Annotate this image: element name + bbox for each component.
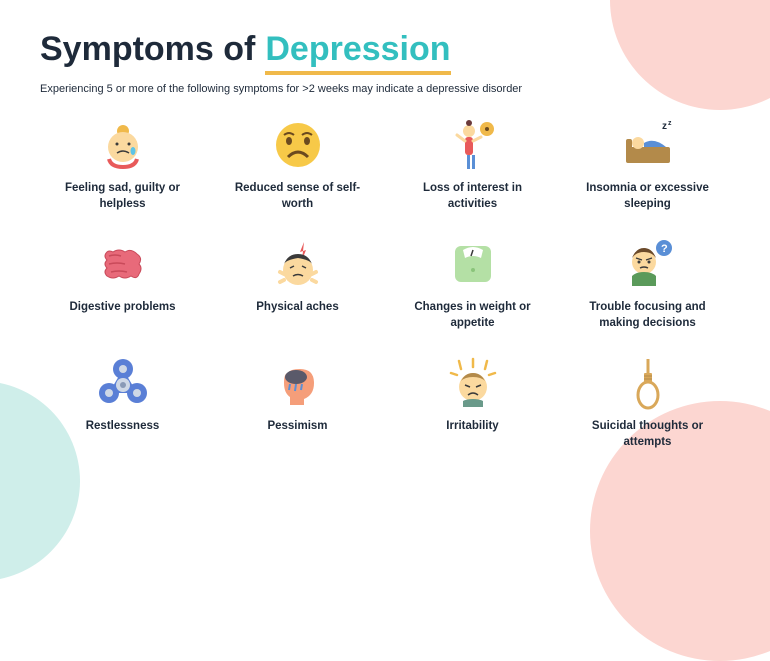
symptom-aches: Physical aches <box>215 236 380 331</box>
symptom-label: Reduced sense of self-worth <box>223 181 373 212</box>
svg-text:z: z <box>662 121 667 132</box>
symptom-pessimism: Pessimism <box>215 355 380 450</box>
symptom-weight: Changes in weight or appetite <box>390 236 555 331</box>
symptom-restless: Restlessness <box>40 355 205 450</box>
angry-sparks-icon <box>445 355 501 411</box>
symptom-worth: Reduced sense of self-worth <box>215 117 380 212</box>
symptom-label: Suicidal thoughts or attempts <box>573 419 723 450</box>
title-accent: Depression <box>265 30 450 75</box>
svg-text:z: z <box>668 120 672 127</box>
confused-person-icon: ? <box>620 236 676 292</box>
symptom-label: Restlessness <box>86 419 160 435</box>
symptom-sad: Feeling sad, guilty or helpless <box>40 117 205 212</box>
fidget-spinner-icon <box>95 355 151 411</box>
noose-icon <box>620 355 676 411</box>
symptom-label: Digestive problems <box>69 300 175 316</box>
symptom-interest: Loss of interest in activities <box>390 117 555 212</box>
symptom-focus: ? Trouble focusing and making decisions <box>565 236 730 331</box>
symptom-label: Loss of interest in activities <box>398 181 548 212</box>
sleeping-bed-icon: z z <box>620 117 676 173</box>
symptom-label: Changes in weight or appetite <box>398 300 548 331</box>
head-cloud-icon <box>270 355 326 411</box>
symptoms-grid: Feeling sad, guilty or helpless Reduced … <box>40 117 730 450</box>
symptom-sleep: z z Insomnia or excessive sleeping <box>565 117 730 212</box>
infographic-content: Symptoms of Depression Experiencing 5 or… <box>0 0 770 470</box>
intestines-icon <box>95 236 151 292</box>
symptom-irritability: Irritability <box>390 355 555 450</box>
symptom-label: Feeling sad, guilty or helpless <box>48 181 198 212</box>
symptom-label: Pessimism <box>267 419 327 435</box>
title-main: Symptoms of <box>40 30 255 69</box>
symptom-label: Insomnia or excessive sleeping <box>573 181 723 212</box>
crying-face-icon <box>95 117 151 173</box>
symptom-label: Physical aches <box>256 300 338 316</box>
person-shrug-icon <box>445 117 501 173</box>
sad-emoji-icon <box>270 117 326 173</box>
title: Symptoms of Depression <box>40 30 730 75</box>
subtitle: Experiencing 5 or more of the following … <box>40 83 730 95</box>
symptom-label: Trouble focusing and making decisions <box>573 300 723 331</box>
symptom-digestive: Digestive problems <box>40 236 205 331</box>
symptom-suicidal: Suicidal thoughts or attempts <box>565 355 730 450</box>
headache-icon <box>270 236 326 292</box>
scale-icon <box>445 236 501 292</box>
svg-text:?: ? <box>661 243 668 255</box>
symptom-label: Irritability <box>446 419 498 435</box>
